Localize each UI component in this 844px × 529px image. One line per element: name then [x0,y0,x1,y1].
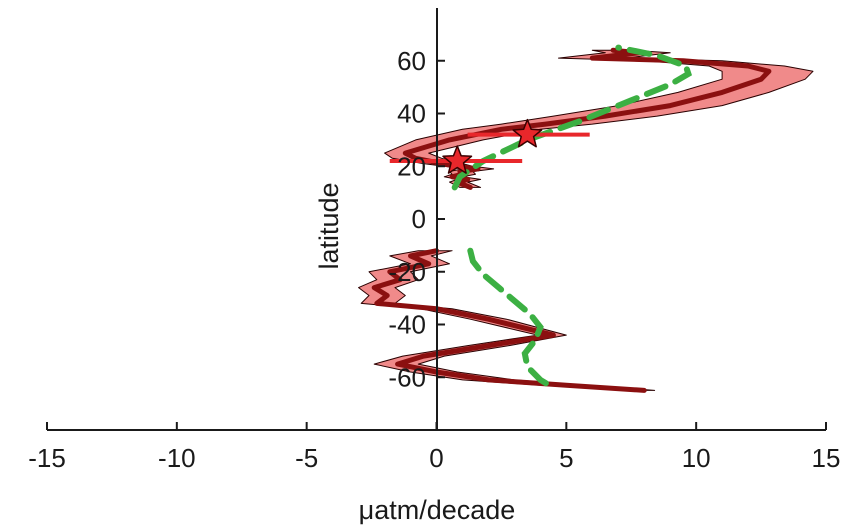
x-tick-label: 10 [682,443,711,473]
y-tick-label: -60 [388,362,426,392]
axes: -15 -10 -5 0 5 10 15 -60 -40 -20 0 20 40 60 [28,8,840,473]
dashed-line-north [451,44,693,191]
plot-area [358,44,814,393]
x-tick-label: 15 [812,443,841,473]
star-marker-1 [512,118,543,148]
y-tick-label: 60 [397,46,426,76]
star-marker-2 [442,145,473,174]
y-tick-label: 20 [397,151,426,181]
y-axis-label: latitude [314,182,344,269]
x-tick-label: -15 [28,443,66,473]
trend-line-south [371,248,647,393]
y-tick-label: 40 [397,99,426,129]
x-tick-label: 0 [429,443,443,473]
x-tick-label: -10 [158,443,196,473]
x-tick-label: -5 [295,443,318,473]
x-axis-label: μatm/decade [359,495,516,525]
y-tick-label: -20 [388,257,426,287]
y-tick-label: -40 [388,310,426,340]
x-tick-label: 5 [559,443,573,473]
dashed-line-south [467,247,557,391]
y-tick-label: 0 [412,204,426,234]
